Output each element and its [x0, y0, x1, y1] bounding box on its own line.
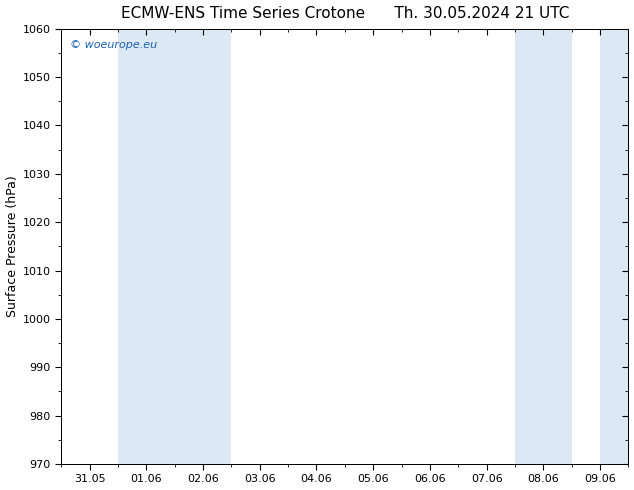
Text: © woeurope.eu: © woeurope.eu	[70, 40, 157, 49]
Y-axis label: Surface Pressure (hPa): Surface Pressure (hPa)	[6, 175, 18, 317]
Bar	[118, 29, 231, 464]
Title: ECMW-ENS Time Series Crotone      Th. 30.05.2024 21 UTC: ECMW-ENS Time Series Crotone Th. 30.05.2…	[120, 5, 569, 21]
Bar	[515, 29, 572, 464]
Bar	[600, 29, 628, 464]
